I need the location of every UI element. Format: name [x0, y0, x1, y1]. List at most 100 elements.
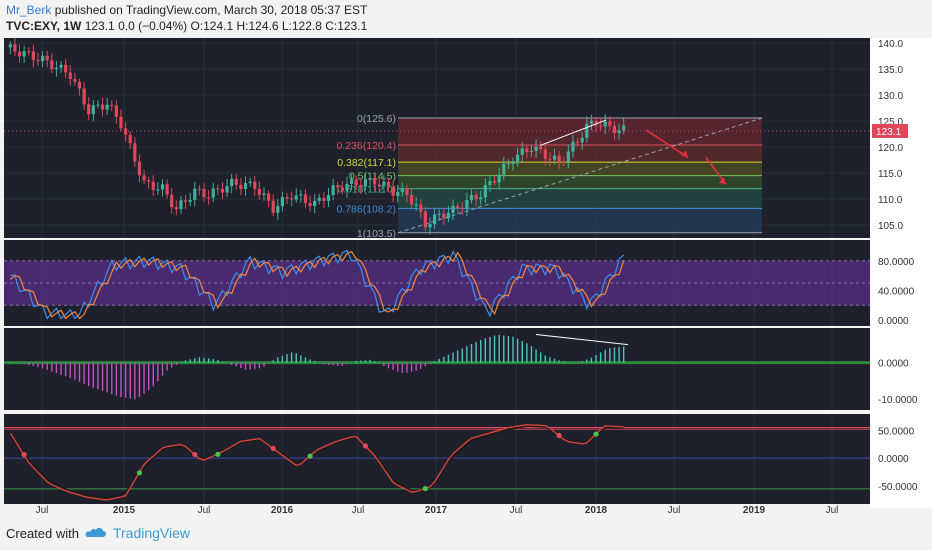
candle-body [322, 197, 326, 202]
candle-body [409, 194, 414, 205]
y-tick-label: 0.0000 [878, 454, 909, 465]
y-tick-label: 135.0 [878, 65, 903, 76]
candle-body [59, 64, 63, 68]
y-tick-label: 125.0 [878, 117, 903, 128]
candle-body [308, 202, 312, 207]
candle-body [382, 181, 386, 186]
candle-body [280, 196, 285, 207]
candle-body [50, 60, 54, 70]
candle-body [391, 187, 395, 196]
candle-body [124, 128, 128, 135]
candle-body [193, 188, 197, 200]
candle-body [151, 181, 155, 190]
y-tick-label: 140.0 [878, 39, 903, 50]
candle-body [502, 163, 506, 175]
fib-band [398, 208, 762, 233]
chart-area[interactable]: Jul 2015 Jul 2016 Jul 2017 Jul 2018 Jul 2019 Jul 14… [0, 38, 932, 516]
candle-body [396, 192, 400, 196]
candle-body [552, 155, 557, 160]
candle-body [36, 59, 40, 62]
last-price-label: 123.1 [876, 127, 901, 138]
candle-body [243, 183, 248, 189]
x-tick-label: 2016 [271, 505, 294, 516]
author-link[interactable]: Mr_Berk [6, 3, 52, 17]
candle-body [211, 188, 215, 198]
candle-body [188, 199, 192, 202]
candle-body [87, 104, 91, 115]
candle-body [622, 125, 626, 131]
candle-body [460, 207, 464, 210]
candle-body [474, 194, 478, 200]
candle-body [202, 188, 206, 198]
fib-label: 0(125.6) [357, 113, 396, 125]
y-tick-label: 130.0 [878, 91, 903, 102]
candle-body [414, 204, 418, 206]
candle-body [492, 180, 497, 183]
candle-body [377, 184, 381, 186]
candle-body [8, 44, 12, 48]
symbol-label: TVC:EXY, 1W [6, 19, 82, 33]
candle-body [456, 205, 460, 208]
candle-body [197, 188, 201, 190]
candle-body [589, 120, 594, 124]
candle-body [469, 194, 474, 201]
candle-body [349, 179, 354, 184]
candle-body [608, 121, 612, 126]
candle-body [539, 146, 543, 150]
candle-body [516, 154, 520, 164]
candle-body [290, 198, 294, 200]
fib-band [398, 188, 762, 209]
candle-body [160, 184, 165, 190]
candle-body [405, 188, 409, 195]
tradingview-brand[interactable]: TradingView [112, 525, 191, 541]
arrow-head [681, 150, 688, 158]
candle-body [359, 185, 363, 187]
fib-band [398, 175, 762, 189]
candle-body [253, 181, 257, 190]
candle-body [386, 181, 391, 188]
y-tick-label: 110.0 [878, 195, 903, 206]
x-tick-label: Jul [826, 505, 839, 516]
candle-body [13, 44, 17, 52]
candle-body [326, 195, 331, 202]
candle-body [520, 148, 524, 155]
candle-body [147, 180, 151, 182]
candle-body [580, 137, 584, 143]
candle-body [511, 163, 515, 165]
signal-line [9, 425, 624, 500]
candle-body [54, 67, 59, 70]
candle-body [220, 188, 225, 193]
price-scale-bg [870, 38, 932, 508]
candle-body [73, 78, 77, 82]
candle-body [77, 81, 82, 89]
fib-label: 1(103.5) [357, 228, 396, 240]
candle-body [451, 205, 455, 213]
candle-body [137, 161, 142, 176]
candle-body [617, 130, 621, 134]
y-tick-label: 50.0000 [878, 426, 915, 437]
candle-body [170, 194, 174, 208]
candle-body [336, 185, 340, 188]
candle-body [400, 188, 404, 193]
cross-dot [422, 485, 428, 492]
candle-body [45, 55, 49, 61]
candle-body [313, 200, 317, 207]
x-tick-label: 2015 [113, 505, 136, 516]
candle-body [22, 51, 26, 57]
candle-body [571, 141, 575, 152]
candle-body [428, 224, 432, 228]
candle-body [183, 200, 188, 202]
candle-body [340, 187, 344, 191]
candle-body [91, 105, 95, 115]
cross-dot [362, 443, 369, 449]
candle-body [31, 51, 35, 60]
y-tick-label: 40.0000 [878, 286, 915, 297]
candle-body [373, 178, 377, 185]
fib-label: 0.786(108.2) [336, 203, 396, 215]
candle-body [234, 178, 238, 185]
fib-label: 0.236(120.4) [336, 140, 396, 152]
stoch-k-line [10, 249, 625, 320]
candle-body [248, 181, 252, 184]
cross-dot [215, 451, 221, 457]
y-tick-label: 105.0 [878, 221, 903, 232]
